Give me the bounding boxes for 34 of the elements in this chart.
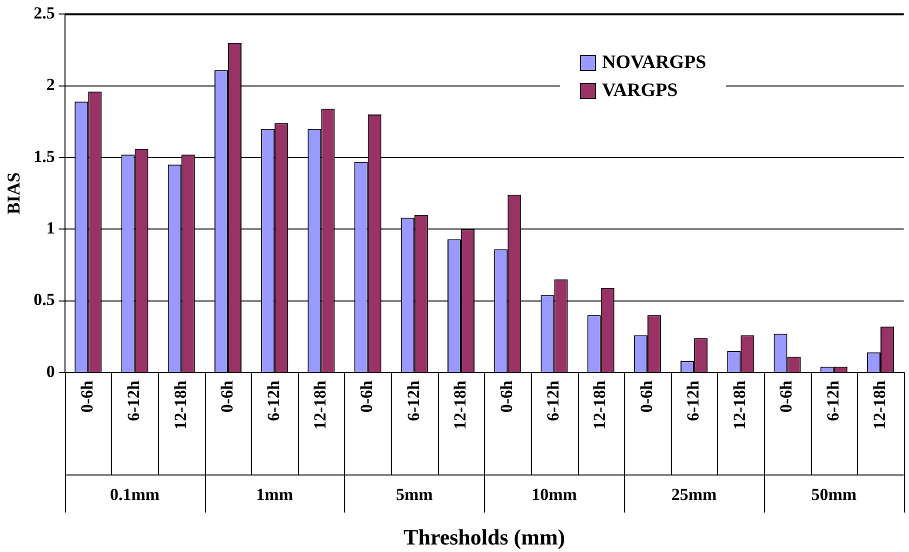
x-tick-label: 6-12h (404, 380, 423, 422)
y-axis-title: BIAS (3, 172, 24, 214)
x-tick-label: 0-6h (78, 380, 97, 413)
y-tick-label: 0.5 (34, 290, 55, 310)
x-tick-label: 0-6h (776, 380, 796, 413)
y-tick-label: 1.5 (34, 146, 55, 166)
text: 25mm (671, 484, 717, 504)
y-tick-label: 1 (46, 218, 55, 238)
y-tick-label: 2.5 (34, 4, 55, 23)
text: 10mm (532, 484, 577, 504)
x-tick-label: 12-18h (870, 380, 889, 430)
legend-label: NOVARGPS (602, 52, 706, 74)
x-tick-label: 12-18h (590, 380, 610, 430)
text: 5mm (396, 484, 433, 504)
x-tick-label: 6-12h (823, 380, 842, 422)
x-tick-label: 12-18h (450, 380, 470, 430)
x-tick-label: 6-12h (683, 380, 702, 422)
x-tick-label: 12-18h (310, 380, 330, 430)
y-tick-label: 2 (46, 75, 55, 94)
x-tick-label: 12-18h (730, 380, 750, 430)
x-tick-label: 0-6h (636, 380, 656, 413)
x-tick-label: 6-12h (124, 380, 144, 422)
text: 1mm (256, 484, 293, 504)
x-axis-title: Thresholds (mm) (404, 524, 566, 550)
x-tick-label: 0-6h (497, 380, 516, 413)
text: 50mm (811, 484, 857, 504)
x-tick-label: 0-6h (217, 380, 236, 413)
y-tick-label: 0 (46, 362, 55, 381)
x-tick-label: 0-6h (357, 380, 376, 413)
x-tick-label: 6-12h (264, 380, 283, 422)
text: 0.1mm (110, 484, 160, 504)
x-tick-label: 6-12h (544, 380, 563, 422)
x-tick-label: 12-18h (170, 380, 190, 430)
legend-label: VARGPS (602, 80, 678, 102)
